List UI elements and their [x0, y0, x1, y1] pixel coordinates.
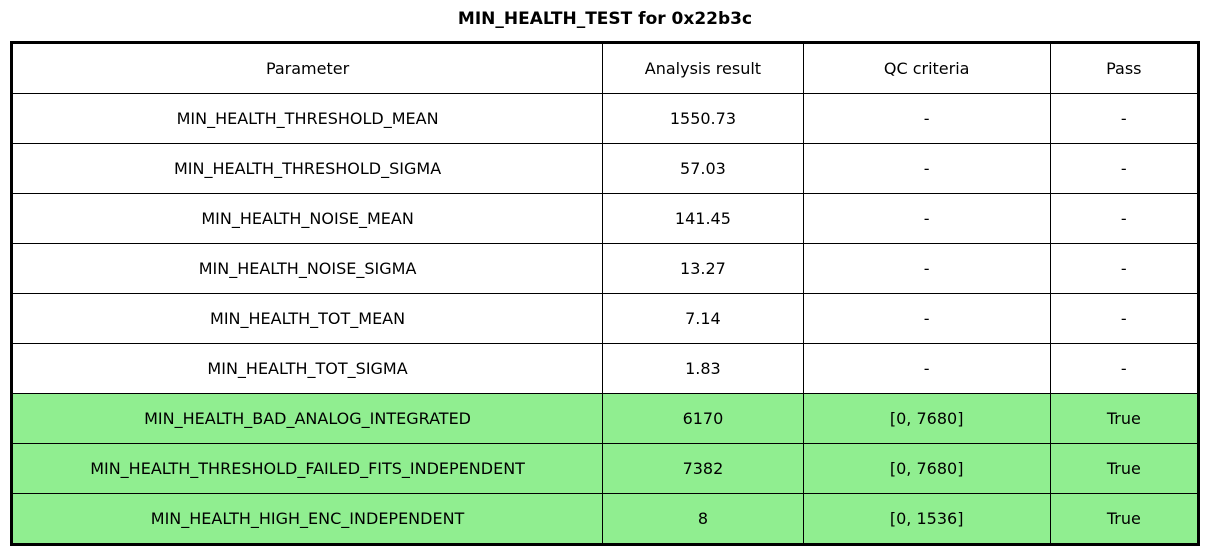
table-row: MIN_HEALTH_HIGH_ENC_INDEPENDENT 8 [0, 15…: [10, 493, 1200, 545]
cell-parameter: MIN_HEALTH_HIGH_ENC_INDEPENDENT: [10, 493, 604, 545]
cell-qc-criteria: [0, 1536]: [802, 493, 1051, 545]
table-row: MIN_HEALTH_THRESHOLD_FAILED_FITS_INDEPEN…: [10, 443, 1200, 494]
table-row: MIN_HEALTH_NOISE_SIGMA 13.27 - -: [10, 243, 1200, 294]
cell-qc-criteria: [0, 7680]: [802, 443, 1051, 494]
cell-pass: -: [1049, 143, 1200, 194]
cell-qc-criteria: -: [802, 143, 1051, 194]
cell-pass: True: [1049, 393, 1200, 444]
cell-pass: True: [1049, 443, 1200, 494]
column-header-pass: Pass: [1049, 42, 1200, 94]
column-header-analysis-result: Analysis result: [602, 42, 804, 94]
cell-pass: -: [1049, 93, 1200, 144]
table-row: MIN_HEALTH_TOT_MEAN 7.14 - -: [10, 293, 1200, 344]
cell-analysis-result: 13.27: [602, 243, 804, 294]
cell-analysis-result: 7382: [602, 443, 804, 494]
page-title: MIN_HEALTH_TEST for 0x22b3c: [457, 9, 753, 29]
cell-pass: -: [1049, 243, 1200, 294]
cell-qc-criteria: -: [802, 93, 1051, 144]
cell-parameter: MIN_HEALTH_BAD_ANALOG_INTEGRATED: [10, 393, 604, 444]
cell-parameter: MIN_HEALTH_THRESHOLD_MEAN: [10, 93, 604, 144]
cell-analysis-result: 8: [602, 493, 804, 545]
cell-parameter: MIN_HEALTH_TOT_MEAN: [10, 293, 604, 344]
cell-qc-criteria: -: [802, 293, 1051, 344]
cell-analysis-result: 141.45: [602, 193, 804, 244]
cell-parameter: MIN_HEALTH_TOT_SIGMA: [10, 343, 604, 394]
cell-qc-criteria: [0, 7680]: [802, 393, 1051, 444]
table-header-row: Parameter Analysis result QC criteria Pa…: [10, 42, 1200, 94]
cell-qc-criteria: -: [802, 343, 1051, 394]
column-header-parameter: Parameter: [10, 42, 604, 94]
table-row: MIN_HEALTH_NOISE_MEAN 141.45 - -: [10, 193, 1200, 244]
cell-pass: -: [1049, 193, 1200, 244]
table-row: MIN_HEALTH_TOT_SIGMA 1.83 - -: [10, 343, 1200, 394]
qc-results-table: Parameter Analysis result QC criteria Pa…: [10, 41, 1200, 546]
cell-pass: -: [1049, 293, 1200, 344]
table-row: MIN_HEALTH_THRESHOLD_MEAN 1550.73 - -: [10, 93, 1200, 144]
table-row: MIN_HEALTH_THRESHOLD_SIGMA 57.03 - -: [10, 143, 1200, 194]
cell-analysis-result: 7.14: [602, 293, 804, 344]
cell-analysis-result: 1.83: [602, 343, 804, 394]
cell-parameter: MIN_HEALTH_THRESHOLD_FAILED_FITS_INDEPEN…: [10, 443, 604, 494]
cell-analysis-result: 57.03: [602, 143, 804, 194]
cell-parameter: MIN_HEALTH_THRESHOLD_SIGMA: [10, 143, 604, 194]
table-row: MIN_HEALTH_BAD_ANALOG_INTEGRATED 6170 [0…: [10, 393, 1200, 444]
cell-analysis-result: 1550.73: [602, 93, 804, 144]
cell-parameter: MIN_HEALTH_NOISE_SIGMA: [10, 243, 604, 294]
cell-qc-criteria: -: [802, 243, 1051, 294]
cell-parameter: MIN_HEALTH_NOISE_MEAN: [10, 193, 604, 244]
cell-pass: True: [1049, 493, 1200, 545]
cell-pass: -: [1049, 343, 1200, 394]
cell-qc-criteria: -: [802, 193, 1051, 244]
column-header-qc-criteria: QC criteria: [802, 42, 1051, 94]
cell-analysis-result: 6170: [602, 393, 804, 444]
